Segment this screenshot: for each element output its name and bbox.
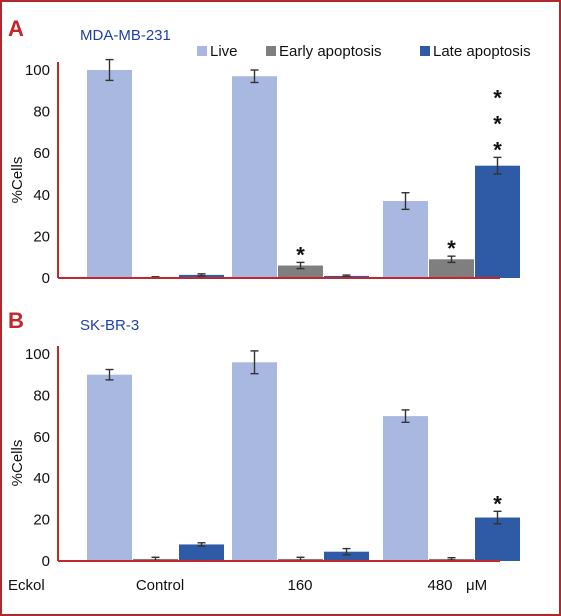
error-bar-a-live-1 <box>250 69 259 84</box>
error-bar-a-live-2 <box>401 192 410 211</box>
bar-b-live-1 <box>232 362 277 561</box>
significance-star-a-late-2-0: * <box>493 137 502 162</box>
significance-star-b-late-2-0: * <box>493 491 502 516</box>
bar-b-late-2 <box>475 517 520 561</box>
y-tick-label-b-80: 80 <box>33 387 50 404</box>
legend-swatch-early <box>266 46 276 56</box>
bar-a-early-1 <box>278 265 323 278</box>
y-tick-label-a-0: 0 <box>42 270 50 287</box>
bar-a-late-2 <box>475 165 520 278</box>
y-tick-label-b-0: 0 <box>42 553 50 570</box>
y-tick-label-b-20: 20 <box>33 512 50 529</box>
error-bar-b-late-1 <box>342 547 351 556</box>
error-bar-a-late-1 <box>342 274 351 278</box>
bar-b-live-2 <box>383 416 428 561</box>
panel-letter-b: B <box>8 308 24 333</box>
error-bar-b-late-2 <box>493 510 502 525</box>
y-tick-label-a-40: 40 <box>33 187 50 204</box>
error-bar-b-live-2 <box>401 409 410 424</box>
x-tick-control: Control <box>136 577 184 594</box>
legend-swatch-late <box>420 46 430 56</box>
significance-star-a-early-1-0: * <box>296 242 305 267</box>
x-tick-160: 160 <box>287 577 312 594</box>
y-tick-label-a-20: 20 <box>33 228 50 245</box>
x-tick-480: 480 <box>427 577 452 594</box>
y-tick-label-b-40: 40 <box>33 470 50 487</box>
error-bar-a-late-2 <box>493 156 502 175</box>
bar-a-live-0 <box>87 70 132 278</box>
error-bar-a-live-0 <box>105 58 114 82</box>
legend-label-late: Late apoptosis <box>433 43 531 60</box>
panel-letter-a: A <box>8 16 24 41</box>
y-tick-label-a-100: 100 <box>25 62 50 79</box>
bar-b-live-0 <box>87 374 132 561</box>
legend-label-early: Early apoptosis <box>279 43 382 60</box>
y-axis-label-b: %Cells <box>9 440 26 487</box>
error-bar-b-late-0 <box>197 542 206 547</box>
error-bar-a-early-2 <box>447 255 456 264</box>
error-bar-b-live-0 <box>105 368 114 381</box>
y-tick-label-a-80: 80 <box>33 104 50 121</box>
legend: Live Early apoptosis Late apoptosis <box>197 43 531 60</box>
bar-a-live-2 <box>383 201 428 278</box>
bar-b-late-1 <box>324 551 369 561</box>
x-axis-unit: μM <box>466 577 487 594</box>
significance-star-a-early-2-0: * <box>447 236 456 261</box>
bar-a-live-1 <box>232 76 277 279</box>
bar-a-early-2 <box>429 259 474 278</box>
treatment-label: Eckol <box>8 577 45 594</box>
legend-label-live: Live <box>210 43 238 60</box>
y-axis-label-a: %Cells <box>9 157 26 204</box>
error-bar-a-early-1 <box>296 261 305 270</box>
cell-line-label-b: SK-BR-3 <box>80 317 139 334</box>
error-bar-b-live-1 <box>250 350 259 375</box>
legend-swatch-live <box>197 46 207 56</box>
error-bar-a-late-0 <box>197 273 206 277</box>
significance-star-a-late-2-2: * <box>493 85 502 110</box>
y-tick-label-a-60: 60 <box>33 145 50 162</box>
plot-area-b: 0 20 40 60 80 100 * <box>25 346 520 570</box>
y-tick-label-b-100: 100 <box>25 346 50 363</box>
cell-line-label-a: MDA-MB-231 <box>80 27 171 44</box>
y-tick-label-b-60: 60 <box>33 429 50 446</box>
significance-star-a-late-2-1: * <box>493 111 502 136</box>
bar-b-late-0 <box>179 544 224 561</box>
